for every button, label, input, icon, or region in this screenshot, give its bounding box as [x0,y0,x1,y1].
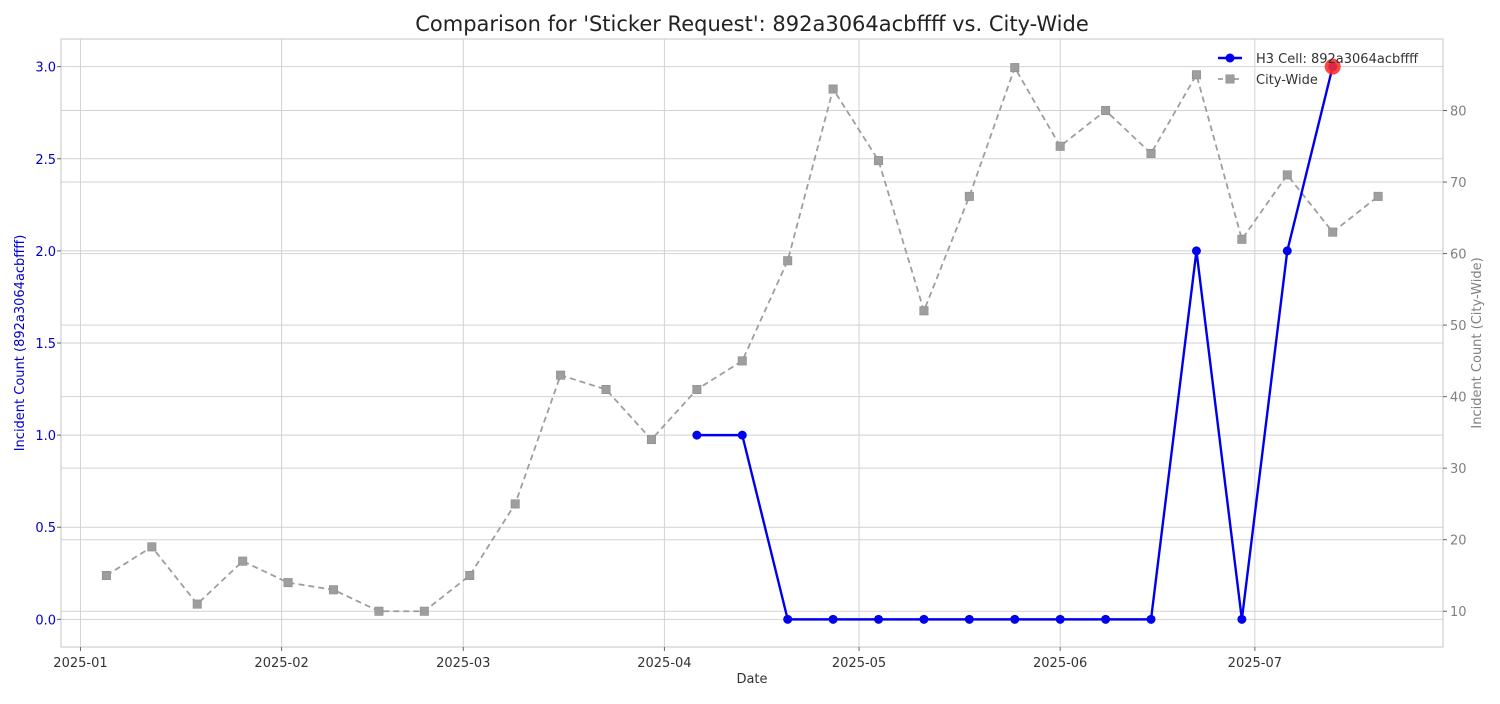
right-y-tick-label: 10 [1450,605,1467,620]
city-wide-point [601,384,611,394]
city-wide-point [1373,191,1383,201]
left-y-tick-label: 2.0 [35,245,56,260]
x-tick-label: 2025-04 [637,656,691,671]
h3-cell-point [1055,614,1065,624]
series-layer [101,58,1383,624]
city-wide-point [556,370,566,380]
city-wide-point [1055,141,1065,151]
city-wide-point [1146,148,1156,158]
city-wide-point [828,84,838,94]
right-y-tick-label: 80 [1450,105,1467,120]
city-wide-line [105,66,1379,613]
city-wide-point [646,435,656,445]
city-wide-point [1010,63,1020,73]
h3-cell-point [1010,614,1020,624]
h3-cell-point [1101,614,1111,624]
h3-cell-point [737,430,747,440]
right-y-tick-label: 30 [1450,462,1467,477]
x-axis-label: Date [736,672,767,687]
city-wide-point [238,556,248,566]
city-wide-point [737,356,747,366]
x-tick-labels: 2025-01 2025-02 2025-03 2025-04 2025-05 2025-… [53,647,1282,671]
city-wide-point [1191,70,1201,80]
x-tick-label: 2025-01 [53,656,107,671]
x-tick-label: 2025-03 [436,656,490,671]
chart-legend: H3 Cell: 892a3064acbffff City-Wide [1218,52,1419,88]
city-wide-point [101,570,111,580]
left-y-tick-label: 2.5 [35,153,56,168]
left-y-tick-label: 1.0 [35,429,56,444]
legend-city-marker [1225,74,1235,84]
x-tick-label: 2025-06 [1033,656,1087,671]
x-tick-label: 2025-05 [832,656,886,671]
h3-cell-point [783,614,793,624]
x-tick-label: 2025-02 [254,656,308,671]
right-y-tick-label: 60 [1450,248,1467,263]
right-y-tick-label: 40 [1450,391,1467,406]
city-wide-point [1237,234,1247,244]
city-wide-point [283,578,293,588]
h3-cell-point [828,614,838,624]
grid-layer [61,39,1443,647]
h3-cell-point [1237,614,1247,624]
right-y-tick-labels: 10 20 30 40 50 60 70 80 [1443,105,1467,620]
city-wide-point [329,585,339,595]
h3-cell-point [692,430,702,440]
chart-title: Comparison for 'Sticker Request': 892a30… [415,12,1089,36]
left-y-axis-label: Incident Count (892a3064acbffff) [13,235,28,452]
h3-cell-point [1282,246,1292,256]
h3-cell-point [874,614,884,624]
city-wide-point [465,570,475,580]
h3-cell-point [1146,614,1156,624]
city-wide-point [374,606,384,616]
city-wide-point [192,599,202,609]
left-y-tick-label: 1.5 [35,337,56,352]
h3-cell-point [964,614,974,624]
city-wide-point [1328,227,1338,237]
legend-h3-label: H3 Cell: 892a3064acbffff [1256,52,1419,67]
city-wide-point [964,191,974,201]
left-y-tick-label: 0.5 [35,521,56,536]
city-wide-point [419,606,429,616]
right-y-tick-label: 50 [1450,319,1467,334]
x-tick-label: 2025-07 [1228,656,1282,671]
city-wide-point [1282,170,1292,180]
legend-h3-marker [1225,53,1235,63]
left-y-tick-labels: 0.0 0.5 1.0 1.5 2.0 2.5 3.0 [35,61,61,628]
left-y-tick-label: 3.0 [35,61,56,76]
city-wide-point [783,256,793,266]
latest-point-highlight [1324,58,1341,75]
h3-cell-point [919,614,929,624]
left-y-tick-label: 0.0 [35,613,56,628]
city-wide-point [1101,106,1111,116]
city-wide-point [874,156,884,166]
city-wide-point [510,499,520,509]
h3-cell-point [1191,246,1201,256]
city-wide-point [692,384,702,394]
city-wide-point [147,542,157,552]
right-y-tick-label: 20 [1450,534,1467,549]
right-y-tick-label: 70 [1450,176,1467,191]
right-y-axis-label: Incident Count (City-Wide) [1470,257,1485,428]
city-wide-point [919,306,929,316]
legend-city-label: City-Wide [1256,73,1318,88]
